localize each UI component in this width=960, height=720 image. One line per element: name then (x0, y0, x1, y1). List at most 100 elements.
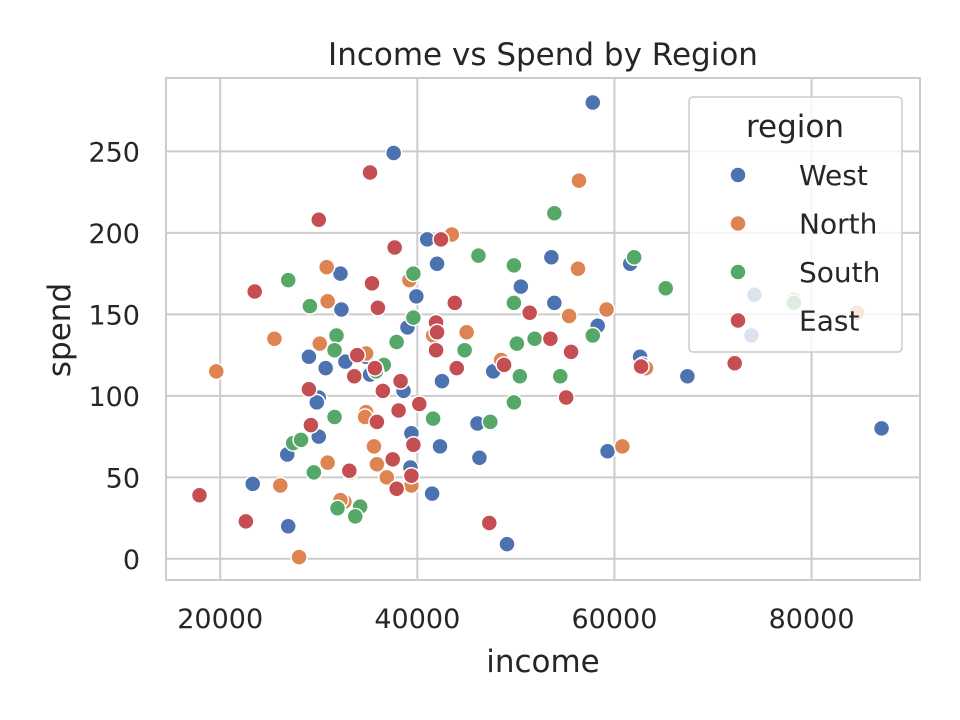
data-point (308, 393, 326, 412)
data-point (378, 468, 396, 487)
chart-title: Income vs Spend by Region (328, 37, 758, 73)
data-point (495, 356, 513, 374)
data-point (310, 211, 328, 229)
data-point (383, 450, 402, 469)
data-point (279, 517, 297, 535)
data-points (190, 93, 891, 566)
data-point (613, 437, 632, 456)
data-point (387, 479, 406, 498)
grid (166, 78, 920, 580)
data-point (404, 435, 423, 454)
data-point (872, 419, 891, 438)
data-point (387, 333, 406, 351)
data-point (292, 431, 310, 449)
data-point (325, 341, 344, 359)
data-point (365, 437, 383, 456)
data-point (402, 466, 421, 485)
data-point (632, 357, 650, 376)
data-point (361, 163, 379, 182)
data-point (207, 362, 226, 381)
data-point (725, 354, 744, 372)
x-tick-label: 40000 (374, 604, 460, 635)
data-point (423, 484, 441, 503)
data-point (480, 514, 499, 532)
y-axis-label: spend (42, 283, 78, 377)
data-point (678, 367, 697, 386)
legend-label: North (799, 208, 877, 241)
data-point (318, 453, 337, 472)
data-point (625, 248, 643, 267)
data-point (511, 367, 529, 386)
data-point (374, 382, 392, 400)
data-point (424, 409, 442, 428)
data-point (656, 279, 675, 298)
x-axis-label: income (486, 644, 600, 680)
data-point (427, 341, 445, 359)
data-point (457, 323, 476, 342)
data-point (290, 548, 308, 566)
data-point (328, 499, 347, 518)
data-point (551, 367, 569, 386)
data-point (300, 347, 318, 366)
data-point (545, 204, 564, 223)
data-point (190, 486, 209, 504)
data-point (243, 475, 262, 493)
data-point (317, 258, 336, 276)
legend-title: region (746, 109, 844, 145)
data-point (545, 294, 564, 312)
data-point (557, 388, 575, 407)
data-point (520, 303, 539, 322)
data-point (385, 238, 404, 257)
data-point (404, 308, 423, 327)
legend-marker (729, 214, 747, 233)
data-point (541, 330, 560, 348)
data-point (368, 455, 386, 474)
data-point (369, 299, 387, 317)
data-point (542, 248, 561, 267)
data-point (404, 264, 423, 283)
data-point (433, 372, 451, 390)
data-point (245, 282, 264, 301)
legend-marker (729, 166, 747, 184)
data-point (237, 512, 255, 531)
data-point (410, 395, 429, 413)
data-point (302, 416, 320, 434)
data-point (455, 341, 474, 359)
data-point (525, 330, 544, 348)
data-point (512, 277, 530, 296)
data-point (562, 343, 580, 361)
data-point (318, 292, 337, 311)
data-point (327, 326, 346, 345)
data-point (366, 359, 384, 377)
data-point (316, 359, 335, 377)
data-point (391, 372, 410, 390)
legend-marker (729, 263, 747, 281)
data-point (348, 346, 366, 364)
data-point (469, 246, 488, 265)
data-point (584, 93, 602, 112)
y-tick-label: 100 (88, 382, 140, 413)
data-point (431, 437, 449, 456)
data-point (446, 294, 464, 312)
data-point (505, 294, 523, 312)
data-point (481, 413, 500, 431)
data-point (569, 259, 587, 278)
data-point (332, 300, 351, 319)
data-point (597, 300, 616, 319)
data-point (505, 256, 523, 275)
data-point (384, 144, 403, 162)
x-tick-label: 60000 (572, 604, 658, 635)
legend: region West North South East (688, 96, 903, 353)
data-point (428, 323, 446, 342)
legend-marker (729, 311, 747, 330)
y-tick-label: 250 (88, 137, 140, 168)
data-point (428, 255, 446, 273)
data-point (598, 442, 617, 460)
data-point (448, 359, 466, 377)
data-point (407, 287, 426, 306)
y-tick-label: 0 (123, 545, 140, 576)
data-point (265, 330, 284, 348)
legend-label: East (799, 305, 859, 338)
legend-label: West (799, 159, 868, 192)
